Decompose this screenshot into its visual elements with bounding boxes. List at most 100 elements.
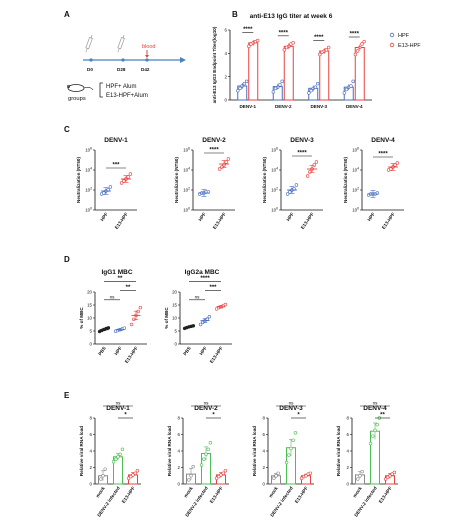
y-tick-label: 4 xyxy=(225,51,228,56)
data-point xyxy=(284,460,289,465)
x-tick-label: E13-HPF xyxy=(294,486,309,505)
day-label-d42: D42 xyxy=(141,67,150,72)
chart-title: DENV-2 xyxy=(194,405,218,412)
data-point xyxy=(131,473,135,477)
day-label-d0: D0 xyxy=(87,67,93,72)
timeline-dot-d42 xyxy=(145,58,149,62)
data-point xyxy=(291,438,295,442)
y-axis-label: Neutralization (NT50) xyxy=(76,157,81,203)
y-axis-label: Relative viral RNA load xyxy=(79,426,84,476)
charts-layer: anti-E13 IgG titer at week 6 anti-E13 IgG… xyxy=(76,13,421,518)
data-point xyxy=(126,175,130,179)
x-tick-label: PBS xyxy=(97,346,107,357)
data-point xyxy=(274,474,278,478)
y-tick-label: 2 xyxy=(225,74,228,79)
chart-title: DENV-3 xyxy=(279,405,303,412)
data-point xyxy=(242,81,247,86)
x-tick-label: HPF xyxy=(198,346,207,357)
x-tick-label: mock xyxy=(352,485,363,498)
group-item-1: HPF+ Alum xyxy=(106,84,137,90)
y-tick-label: 0 xyxy=(347,482,350,487)
y-tick-label: 20 xyxy=(87,290,92,295)
data-point xyxy=(202,457,206,461)
data-point xyxy=(108,185,113,189)
y-tick-label: 10 xyxy=(172,316,177,321)
y-axis-label: Neutralization (NT50) xyxy=(343,157,348,203)
y-tick-label: 100 xyxy=(352,207,359,213)
significance-bracket-label: **** xyxy=(279,30,289,36)
chart-title: IgG2a MBC xyxy=(185,269,220,276)
data-point xyxy=(214,476,219,480)
significance-bracket-label: * xyxy=(297,413,300,419)
data-point xyxy=(114,457,118,461)
x-tick-label: E13-HPF xyxy=(124,346,139,365)
data-point xyxy=(120,447,125,452)
data-point xyxy=(236,88,240,93)
data-point xyxy=(371,434,375,438)
data-point xyxy=(103,467,107,471)
data-point xyxy=(307,91,311,95)
y-tick-label: 0 xyxy=(90,342,93,347)
x-tick-label: mock xyxy=(95,485,106,498)
data-point xyxy=(362,39,366,44)
y-axis-label: % of MBC xyxy=(79,307,84,329)
y-tick-label: 100 xyxy=(85,207,92,213)
y-tick-label: 2 xyxy=(178,465,181,470)
data-point xyxy=(282,48,287,52)
significance-bracket-label: **** xyxy=(297,151,307,157)
y-tick-label: 0 xyxy=(175,342,178,347)
panel-label-e: E xyxy=(64,391,70,400)
y-tick-label: 0 xyxy=(225,98,228,103)
data-point xyxy=(313,85,318,89)
data-point xyxy=(342,91,347,95)
data-point xyxy=(287,453,291,457)
data-point xyxy=(132,317,136,321)
data-point xyxy=(198,322,203,327)
data-point xyxy=(129,322,134,327)
x-tick-label: HPF xyxy=(285,212,294,223)
data-point xyxy=(244,79,249,84)
data-point xyxy=(101,474,105,478)
day-label-d28: D28 xyxy=(117,67,126,72)
data-point xyxy=(289,446,293,451)
significance-bracket-label: ** xyxy=(380,413,385,419)
significance-bracket-label: ns xyxy=(373,401,379,406)
data-point xyxy=(208,441,213,445)
data-point xyxy=(392,470,397,475)
panel-label-c: C xyxy=(64,125,70,134)
data-point xyxy=(386,475,390,480)
syringe-icon xyxy=(85,35,93,53)
data-point xyxy=(309,88,313,93)
y-axis-label: anti-E13 IgG3 Endpoint Titer(log10) xyxy=(212,26,217,103)
syringe-icon xyxy=(117,35,125,53)
y-tick-label: 20 xyxy=(172,290,177,295)
timeline-dot-d28 xyxy=(121,58,125,62)
data-point xyxy=(294,183,299,187)
x-tick-label: HPF xyxy=(366,212,375,223)
data-point xyxy=(122,326,127,330)
data-point xyxy=(189,474,193,478)
x-tick-label: DENV-4 xyxy=(346,104,363,109)
legend-marker xyxy=(389,42,395,48)
data-point xyxy=(358,474,362,478)
data-point xyxy=(395,161,400,165)
y-tick-label: 2 xyxy=(263,465,266,470)
data-point xyxy=(129,474,133,479)
y-tick-label: 15 xyxy=(87,303,92,308)
x-tick-label: E13-HPF xyxy=(381,212,396,231)
significance-bracket-label: **** xyxy=(209,148,219,154)
y-tick-label: 104 xyxy=(352,167,359,173)
groups-bracket xyxy=(99,82,103,98)
data-point xyxy=(272,476,276,480)
significance-bracket-label: **** xyxy=(314,35,324,41)
bar xyxy=(319,50,330,101)
data-point xyxy=(318,52,322,57)
y-tick-label: 10 xyxy=(87,316,92,321)
data-point xyxy=(224,160,228,164)
y-tick-label: 104 xyxy=(271,167,278,173)
y-tick-label: 102 xyxy=(271,187,278,193)
significance-bracket-label: **** xyxy=(378,152,388,158)
y-tick-label: 15 xyxy=(172,303,177,308)
data-point xyxy=(206,447,210,452)
